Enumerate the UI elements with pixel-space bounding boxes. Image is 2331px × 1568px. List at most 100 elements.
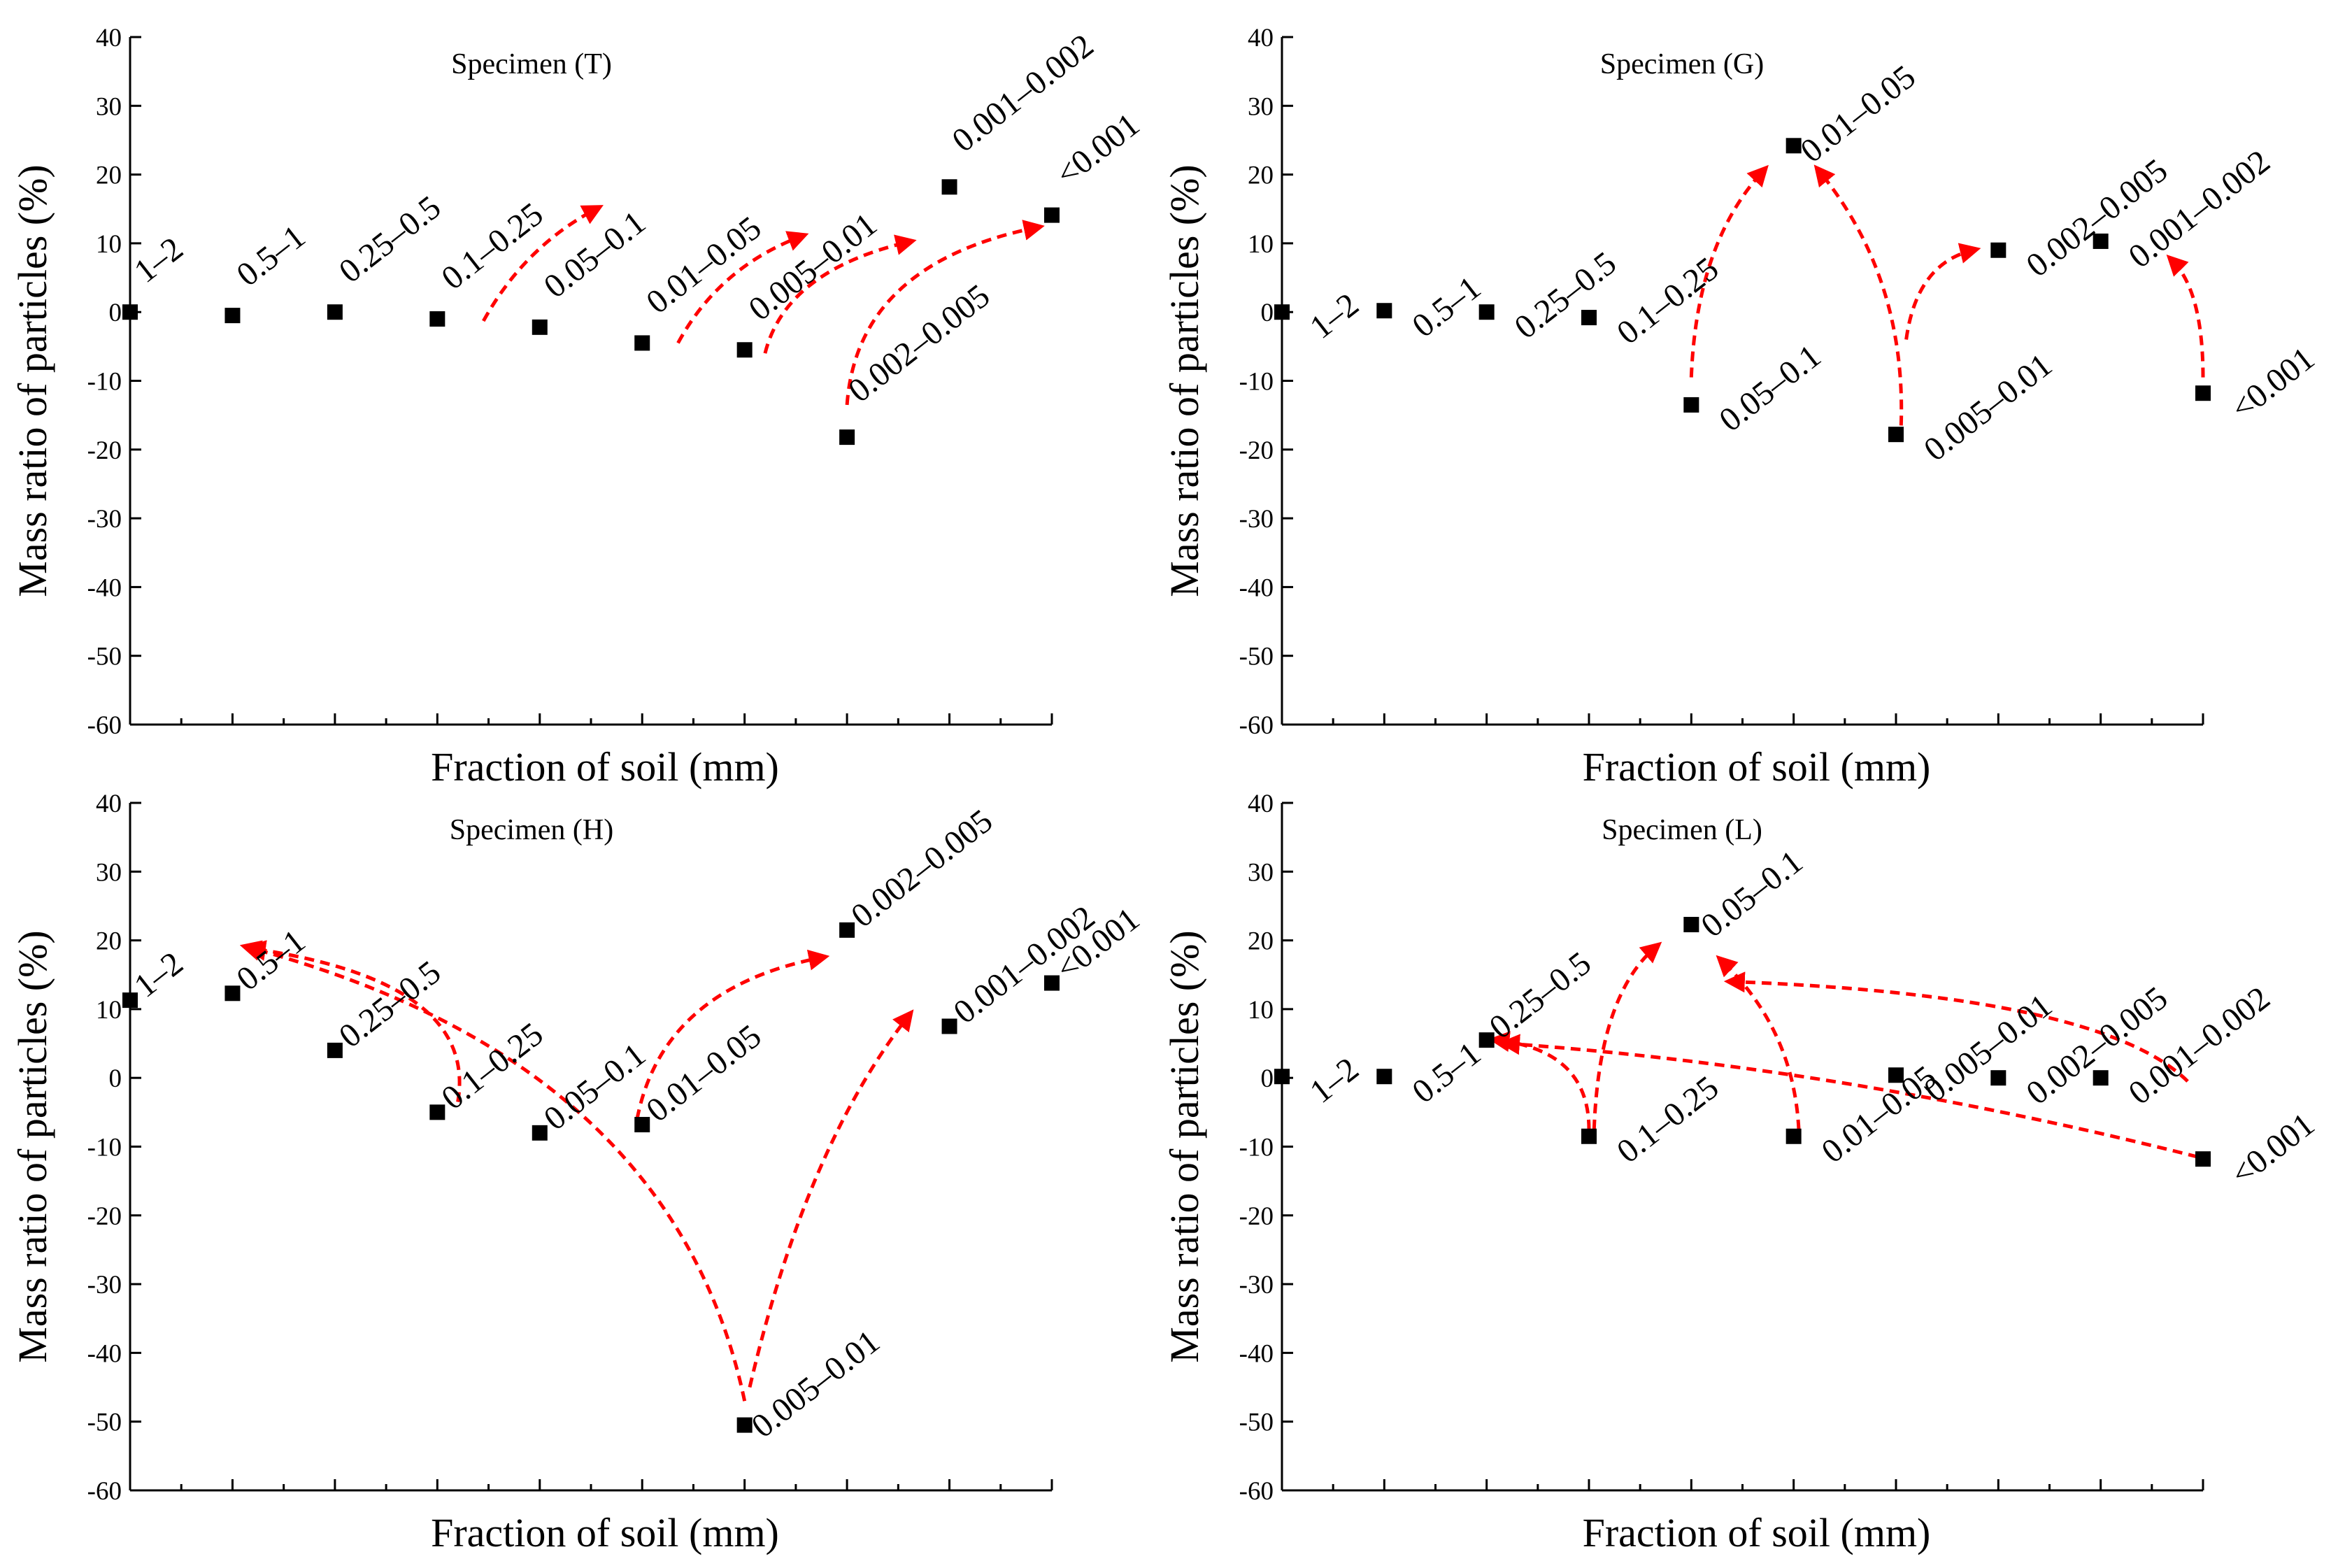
trend-arrow [1498,1034,2199,1159]
trend-arrow [2166,254,2205,378]
trend-arrow [763,234,917,354]
data-point [122,992,138,1008]
trend-arrow [239,940,747,1402]
y-tick-label: -40 [87,1339,122,1368]
data-point [2195,1151,2211,1167]
y-tick-label: 10 [96,996,122,1025]
y-tick-label: 20 [96,927,122,956]
trend-arrow [244,940,462,1103]
y-tick-label: -20 [87,1202,122,1231]
chart-panel-4: 40 30 20 10 0 -10 -20 -30 -40 -50 -60 Fraction of s… [1162,790,2321,1555]
y-tick-label: 0 [1261,1064,1274,1093]
trend-arrow [635,949,830,1120]
data-point [1376,1069,1392,1085]
data-point [429,311,445,327]
y-tick-label: -40 [87,573,122,602]
data-point [1683,916,1699,932]
y-axis-title: Mass ratio of particles (%) [10,164,55,597]
point-label: 0.5–1 [1405,1035,1488,1111]
data-point [224,308,241,324]
y-tick-label: 0 [109,299,122,327]
y-tick-label: -20 [87,436,122,465]
y-tick-label: -60 [87,1477,122,1506]
data-point [532,319,548,335]
point-label: 0.001–0.002 [946,27,1101,159]
data-point [2093,1070,2109,1086]
point-label: <0.001 [2224,340,2321,427]
point-label: 0.25–0.5 [332,189,448,290]
y-tick-label: -10 [1239,1134,1274,1162]
point-label: 0.25–0.5 [332,953,448,1055]
data-point [1888,427,1904,443]
data-point [1581,1128,1597,1144]
data-point [1274,1069,1290,1085]
point-label: 0.5–1 [230,922,313,998]
y-tick-label: -30 [87,505,122,534]
trend-arrow [1813,164,1904,426]
data-point [1376,303,1392,319]
y-tick-label: -10 [1239,368,1274,397]
y-tick-label: -30 [87,1271,122,1299]
y-tick-label: -40 [1239,1339,1274,1368]
y-tick-label: 20 [1248,162,1274,190]
point-label: <0.001 [2224,1106,2321,1193]
y-tick-label: -30 [1239,1271,1274,1299]
data-point [839,429,855,446]
y-tick-label: 40 [1248,790,1274,818]
trend-arrow [1716,955,1801,1130]
data-point [634,335,650,351]
y-tick-label: 30 [1248,858,1274,887]
data-point [1888,1067,1904,1083]
y-tick-label: 10 [1248,230,1274,259]
y-tick-label: 0 [109,1064,122,1093]
y-tick-label: 40 [96,24,122,52]
data-point [2093,233,2109,249]
data-point [1478,1032,1495,1048]
panel-title: Specimen (T) [451,48,612,80]
y-tick-label: 0 [1261,299,1274,327]
trend-arrow [1723,971,2189,1083]
panel-title: Specimen (G) [1600,48,1764,80]
y-tick-label: 10 [1248,996,1274,1025]
trend-arrow [676,231,809,344]
point-label: 0.01–0.05 [1794,58,1923,170]
data-point [122,304,138,320]
point-label: 0.005–0.01 [1917,346,2059,469]
trend-arrow [845,220,1045,406]
y-tick-label: -50 [87,643,122,671]
y-axis-title: Mass ratio of particles (%) [10,930,55,1362]
point-label: 0.5–1 [230,218,313,294]
point-label: 0.1–0.25 [434,196,550,297]
y-tick-label: 30 [1248,92,1274,121]
trend-arrow [482,205,604,322]
chart-panel-3: 40 30 20 10 0 -10 -20 -30 -40 -50 -60 Fraction of s… [10,790,1146,1555]
point-label: 0.05–0.1 [537,204,653,305]
trend-arrow [748,1009,914,1388]
y-tick-label: -10 [87,368,122,397]
data-point [634,1117,650,1133]
y-tick-label: -60 [1239,711,1274,740]
data-point [1785,1128,1802,1144]
y-tick-label: 20 [1248,927,1274,956]
x-axis-title: Fraction of soil (mm) [431,744,779,790]
chart-panel-1: 40 30 20 10 0 -10 -20 -30 -40 -50 -60 Fraction of s… [10,24,1146,790]
data-point [736,1417,753,1433]
trend-arrow [1488,1031,1591,1129]
point-label: 0.1–0.25 [1610,1069,1725,1170]
y-tick-label: 30 [96,92,122,121]
y-tick-label: 40 [1248,24,1274,52]
point-label: 0.005–0.01 [742,206,884,328]
y-tick-label: 10 [96,230,122,259]
y-tick-label: -60 [1239,1477,1274,1506]
trend-arrow [1689,164,1769,378]
point-label: 0.25–0.5 [1483,945,1598,1046]
data-point [327,304,343,320]
point-label: 1–2 [127,230,190,290]
point-label: 0.05–0.1 [1712,337,1827,439]
data-point [327,1042,343,1058]
point-label: 0.01–0.05 [639,1018,768,1129]
y-tick-label: -40 [1239,573,1274,602]
data-point [941,1018,957,1034]
data-point [532,1125,548,1141]
